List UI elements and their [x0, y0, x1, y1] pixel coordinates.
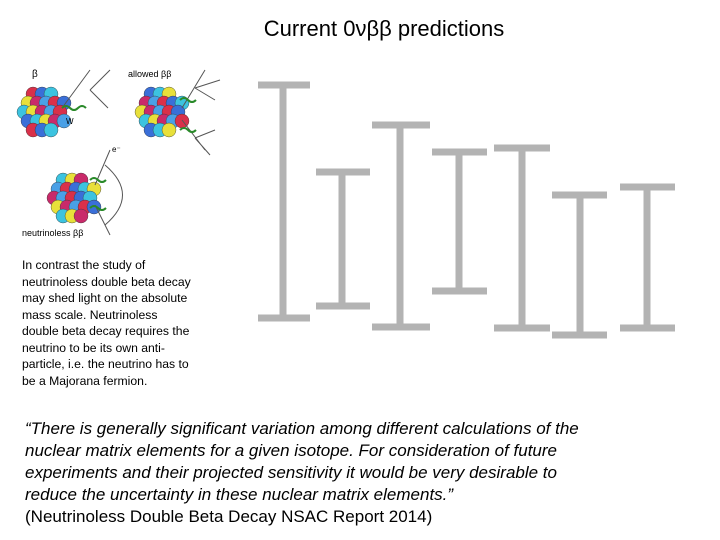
- w-boson: [179, 127, 197, 133]
- paragraph-line: neutrinoless double beta decay: [22, 274, 191, 289]
- nuclei: [16, 86, 190, 224]
- prediction-range: [620, 183, 675, 332]
- allowed-lines: [181, 69, 221, 156]
- diagram-label: neutrinoless ββ: [22, 228, 83, 238]
- paragraph-line: particle, i.e. the neutrino has to: [22, 357, 189, 371]
- prediction-range: [432, 148, 487, 295]
- quote-line: “There is generally significant variatio…: [25, 419, 579, 438]
- diagram-label: β: [32, 69, 38, 80]
- nucleon: [161, 122, 177, 138]
- paragraph: In contrast the study of neutrinoless dou…: [22, 257, 232, 389]
- prediction-range: [372, 121, 430, 331]
- prediction-range: [258, 81, 310, 322]
- feynman-lines: [61, 69, 221, 236]
- paragraph-line: mass scale. Neutrinoless: [22, 307, 158, 322]
- diagram-label: W: [66, 117, 74, 126]
- w-boson: [179, 97, 197, 103]
- prediction-range: [552, 191, 607, 339]
- quote: “There is generally significant variatio…: [25, 418, 579, 528]
- w-bosons: [61, 97, 197, 211]
- nucleon: [56, 113, 72, 129]
- prediction-range: [316, 168, 370, 310]
- beta-lines: [61, 69, 111, 109]
- slide-title: Current 0νββ predictions: [263, 16, 505, 41]
- citation: (Neutrinoless Double Beta Decay NSAC Rep…: [25, 507, 433, 526]
- paragraph-line: may shed light on the absolute: [22, 291, 188, 305]
- nucleon: [43, 122, 59, 138]
- diagram-label: allowed ββ: [128, 69, 171, 79]
- w-boson: [89, 205, 107, 211]
- paragraph-line: be a Majorana fermion.: [22, 373, 148, 388]
- diagram-label: e⁻: [112, 145, 121, 154]
- quote-line: reduce the uncertainty in these nuclear …: [25, 485, 454, 504]
- paragraph-line: double beta decay requires the: [22, 324, 190, 338]
- prediction-ranges: [258, 81, 675, 339]
- quote-line: nuclear matrix elements for a given isot…: [25, 441, 557, 460]
- quote-line: experiments and their projected sensitiv…: [25, 463, 557, 482]
- w-boson: [89, 177, 107, 183]
- paragraph-line: In contrast the study of: [22, 258, 146, 272]
- prediction-range: [494, 144, 550, 332]
- nucleon: [73, 208, 89, 224]
- paragraph-line: neutrino to be its own anti-: [22, 340, 165, 355]
- w-boson: [61, 105, 87, 111]
